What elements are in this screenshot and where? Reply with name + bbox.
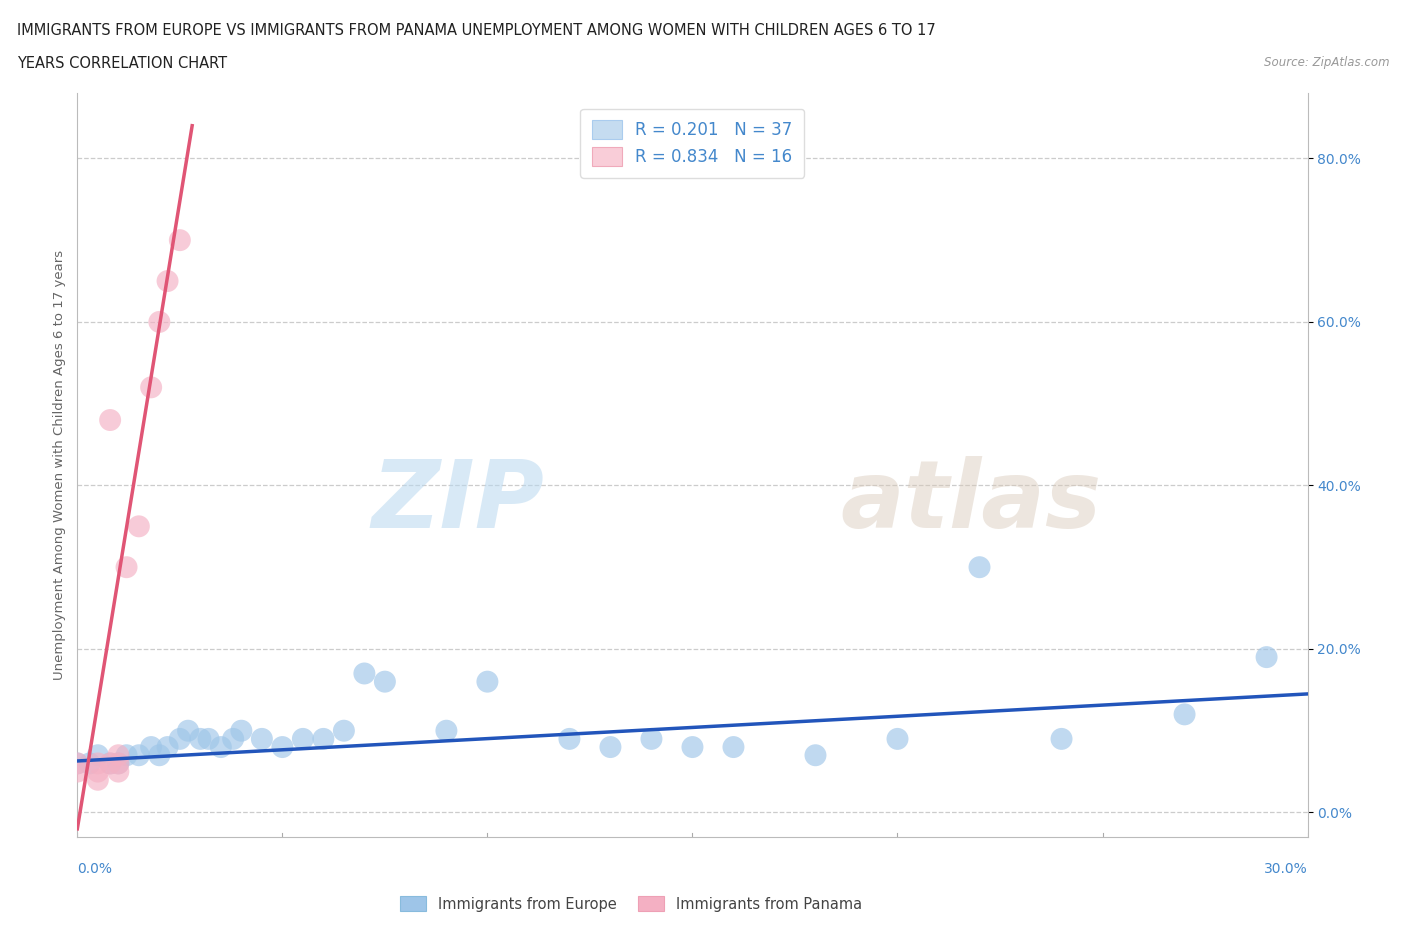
Point: [353, 666, 375, 681]
Point: [107, 756, 129, 771]
Point: [188, 732, 212, 747]
Point: [312, 732, 335, 747]
Point: [107, 764, 129, 779]
Point: [79, 756, 101, 771]
Point: [291, 732, 314, 747]
Y-axis label: Unemployment Among Women with Children Ages 6 to 17 years: Unemployment Among Women with Children A…: [53, 250, 66, 680]
Text: 30.0%: 30.0%: [1264, 862, 1308, 876]
Point: [98, 756, 121, 771]
Point: [1050, 732, 1073, 747]
Point: [107, 748, 129, 763]
Point: [177, 724, 200, 738]
Point: [436, 724, 458, 738]
Point: [66, 756, 89, 771]
Point: [886, 732, 908, 747]
Point: [107, 756, 129, 771]
Point: [156, 273, 179, 288]
Point: [87, 772, 110, 787]
Text: atlas: atlas: [841, 457, 1101, 548]
Point: [87, 756, 110, 771]
Point: [115, 748, 138, 763]
Point: [169, 232, 191, 247]
Point: [169, 732, 191, 747]
Point: [231, 724, 253, 738]
Point: [66, 756, 89, 771]
Text: 0.0%: 0.0%: [77, 862, 112, 876]
Point: [209, 739, 232, 754]
Point: [723, 739, 745, 754]
Point: [374, 674, 396, 689]
Point: [1174, 707, 1197, 722]
Text: Source: ZipAtlas.com: Source: ZipAtlas.com: [1264, 56, 1389, 69]
Point: [128, 748, 150, 763]
Point: [156, 739, 179, 754]
Point: [333, 724, 356, 738]
Point: [87, 748, 110, 763]
Point: [271, 739, 294, 754]
Point: [98, 756, 121, 771]
Point: [148, 748, 170, 763]
Point: [66, 764, 89, 779]
Point: [640, 732, 662, 747]
Point: [477, 674, 499, 689]
Point: [222, 732, 245, 747]
Point: [141, 379, 163, 394]
Point: [558, 732, 581, 747]
Text: IMMIGRANTS FROM EUROPE VS IMMIGRANTS FROM PANAMA UNEMPLOYMENT AMONG WOMEN WITH C: IMMIGRANTS FROM EUROPE VS IMMIGRANTS FRO…: [17, 23, 935, 38]
Point: [1256, 650, 1278, 665]
Point: [128, 519, 150, 534]
Point: [98, 413, 121, 428]
Point: [250, 732, 273, 747]
Point: [115, 560, 138, 575]
Text: ZIP: ZIP: [373, 457, 546, 548]
Point: [682, 739, 704, 754]
Point: [599, 739, 621, 754]
Point: [87, 764, 110, 779]
Point: [969, 560, 991, 575]
Point: [141, 739, 163, 754]
Point: [804, 748, 827, 763]
Text: YEARS CORRELATION CHART: YEARS CORRELATION CHART: [17, 56, 226, 71]
Point: [197, 732, 219, 747]
Legend: R = 0.201   N = 37, R = 0.834   N = 16: R = 0.201 N = 37, R = 0.834 N = 16: [581, 109, 804, 178]
Point: [148, 314, 170, 329]
